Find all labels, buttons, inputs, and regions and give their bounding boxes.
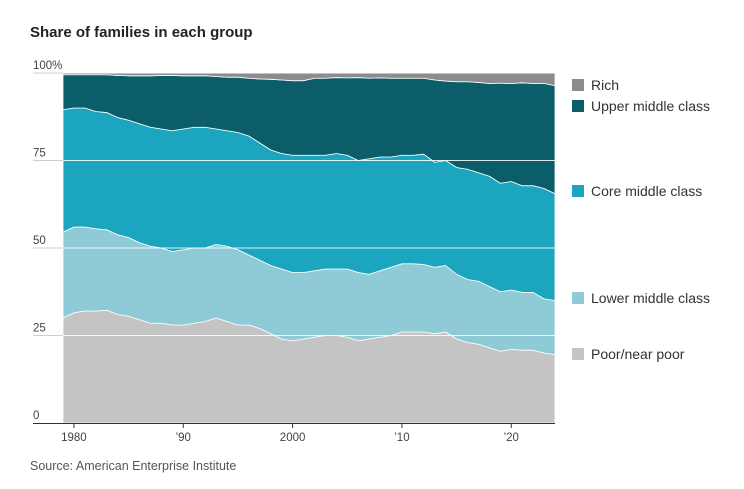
y-axis-ticks: 0 25 50 75 100% <box>33 60 62 422</box>
legend-label-lower-middle-class: Lower middle class <box>591 290 710 306</box>
y-tick-label: 100% <box>33 60 62 72</box>
source-note: Source: American Enterprise Institute <box>30 459 237 473</box>
y-tick-label: 75 <box>33 148 46 160</box>
x-tick-label: ’20 <box>504 432 519 444</box>
area-layer <box>62 72 556 424</box>
chart-title: Share of families in each group <box>30 24 253 41</box>
legend-label-poor-near-poor: Poor/near poor <box>591 346 685 362</box>
legend-swatch-core-middle-class <box>572 185 584 197</box>
y-tick-label: 50 <box>33 235 46 247</box>
legend: Rich Upper middle class Core middle class L… <box>572 77 710 362</box>
x-tick-label: ’10 <box>394 432 409 444</box>
y-tick-label: 25 <box>33 323 46 335</box>
x-tick-label: 2000 <box>280 432 306 444</box>
legend-swatch-rich <box>572 79 584 91</box>
legend-swatch-poor-near-poor <box>572 348 584 360</box>
legend-swatch-lower-middle-class <box>572 292 584 304</box>
legend-label-upper-middle-class: Upper middle class <box>591 98 710 114</box>
x-tick-label: ’90 <box>176 432 191 444</box>
legend-label-core-middle-class: Core middle class <box>591 183 702 199</box>
legend-label-rich: Rich <box>591 77 619 93</box>
x-axis: 1980 ’90 2000 ’10 ’20 <box>33 423 555 444</box>
x-tick-label: 1980 <box>61 432 87 444</box>
gridlines <box>33 72 555 336</box>
legend-swatch-upper-middle-class <box>572 100 584 112</box>
y-tick-label: 0 <box>33 410 39 422</box>
